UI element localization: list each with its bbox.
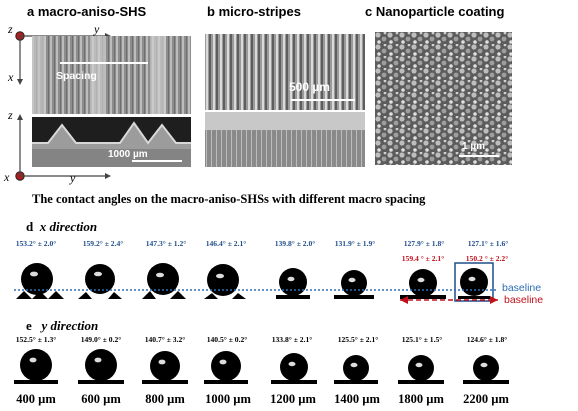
spacing-5: 1200 µm [270, 392, 316, 406]
droplet-e-7 [398, 355, 444, 384]
droplet-d-8 [454, 262, 494, 302]
axis-z-top: z [8, 22, 13, 36]
section-title: The contact angles on the macro-aniso-SH… [32, 192, 426, 206]
droplet-d-2 [78, 264, 122, 299]
angle-e-7: 125.1° ± 1.5° [401, 335, 443, 344]
angle-e-6: 125.5° ± 2.1° [337, 335, 379, 344]
angle-d-5: 139.8° ± 2.0° [274, 239, 316, 248]
axis-y-bottom: y [70, 171, 76, 185]
angle-d-4: 146.4° ± 2.1° [205, 239, 247, 248]
baseline-blue-label: baseline [502, 282, 542, 294]
droplet-d-4 [204, 264, 246, 299]
angle-d-8: 127.1° ± 1.6° [467, 239, 509, 248]
droplet-e-1 [14, 349, 58, 384]
spacing-7: 1800 µm [398, 392, 444, 406]
spacing-label: Spacing [56, 70, 97, 82]
spacing-2: 600 µm [81, 392, 121, 406]
angle-d-2: 159.2° ± 2.4° [82, 239, 124, 248]
axis-x-bottom: x [4, 170, 10, 184]
droplet-d-1 [16, 263, 64, 299]
angle-d-8-secondary: 150.2 ° ± 2.2° [465, 254, 509, 263]
spacing-4: 1000 µm [205, 392, 251, 406]
panel-a-label: a macro-aniso-SHS [27, 4, 147, 19]
scale-label-c: 1 µm [462, 141, 485, 152]
droplet-d-6 [334, 270, 374, 299]
droplet-e-6 [334, 355, 378, 384]
axis-x-top: x [8, 70, 14, 84]
row-e-title: e y direction [26, 318, 99, 333]
sem-image-b-bottom [205, 112, 365, 167]
scale-label-a: 1000 µm [108, 149, 148, 160]
droplet-e-5 [271, 353, 317, 384]
axes-bottom-icon [15, 114, 111, 181]
axis-z-bottom: z [8, 108, 13, 122]
spacing-8: 2200 µm [463, 392, 509, 406]
spacing-1: 400 µm [16, 392, 56, 406]
baseline-red-label: baseline [504, 294, 544, 306]
droplet-d-7 [400, 269, 446, 299]
panel-b-label: b micro-stripes [207, 4, 301, 19]
angle-d-1: 153.2° ± 2.0° [15, 239, 57, 248]
droplet-e-2 [78, 349, 124, 384]
angle-e-8: 124.6° ± 1.8° [466, 335, 508, 344]
sem-image-a-bottom [32, 117, 191, 167]
droplet-e-3 [142, 351, 188, 384]
row-d-droplets [14, 262, 498, 304]
droplet-d-5 [276, 268, 310, 299]
angle-e-5: 133.8° ± 2.1° [271, 335, 313, 344]
sem-image-b-top [205, 34, 365, 110]
angle-d-7-secondary: 159.4 ° ± 2.1° [401, 254, 445, 263]
row-d-title: d x direction [26, 219, 98, 234]
angle-e-3: 140.7° ± 3.2° [144, 335, 186, 344]
angle-e-1: 152.5° ± 1.3° [15, 335, 57, 344]
axis-y-top: y [94, 22, 100, 36]
droplet-e-8 [463, 355, 509, 384]
scale-label-b: 500 µm [289, 80, 330, 94]
spacing-3: 800 µm [145, 392, 185, 406]
droplet-e-4 [204, 351, 248, 384]
droplet-d-3 [142, 263, 186, 299]
row-e-droplets [14, 349, 509, 384]
angle-d-3: 147.3° ± 1.2° [145, 239, 187, 248]
panel-c-label: c Nanoparticle coating [365, 4, 505, 19]
angle-d-7: 127.9° ± 1.8° [403, 239, 445, 248]
sem-image-a-top [32, 36, 191, 114]
angle-d-6: 131.9° ± 1.9° [334, 239, 376, 248]
spacing-6: 1400 µm [334, 392, 380, 406]
angle-e-2: 149.0° ± 0.2° [80, 335, 122, 344]
angle-e-4: 140.5° ± 0.2° [206, 335, 248, 344]
sem-image-c [375, 32, 512, 165]
